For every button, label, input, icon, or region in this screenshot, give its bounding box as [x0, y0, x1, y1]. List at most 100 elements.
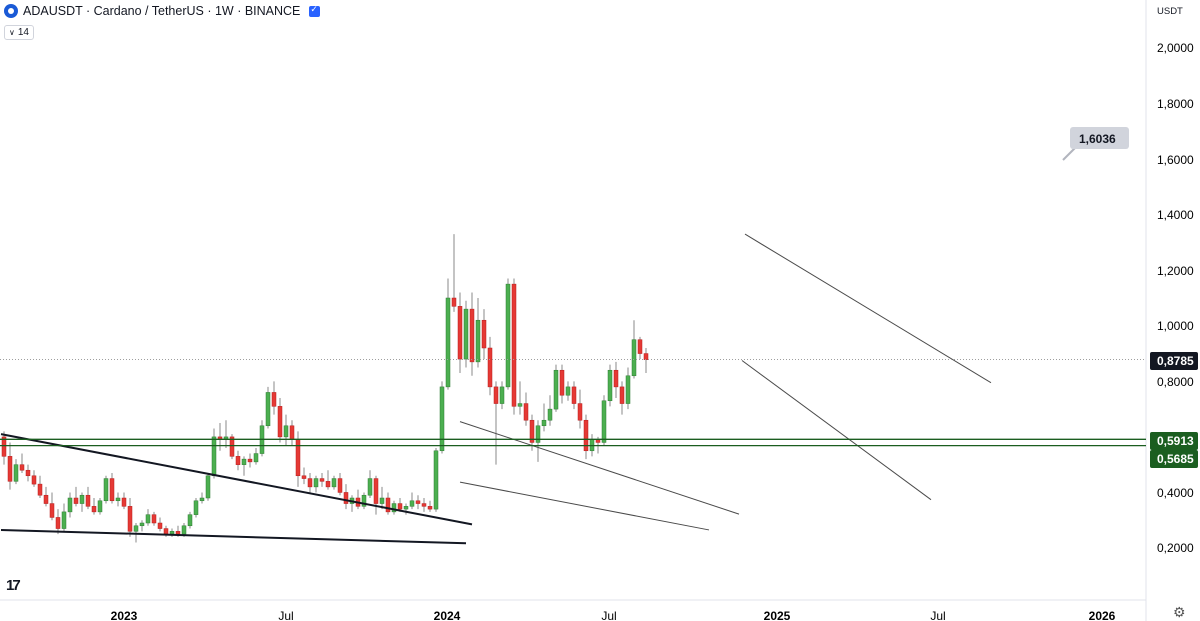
candle-body	[415, 500, 421, 504]
candle	[133, 523, 139, 543]
y-tick: 1,4000	[1157, 208, 1194, 222]
candle-body	[385, 497, 391, 513]
candle	[391, 500, 397, 515]
trendline[interactable]	[744, 233, 992, 384]
x-tick: Jul	[930, 609, 945, 621]
candle-body	[403, 506, 409, 510]
candle-body	[103, 478, 109, 502]
candle	[577, 389, 583, 429]
candle	[337, 473, 343, 496]
candle-body	[565, 386, 571, 396]
candle-body	[523, 403, 529, 421]
candle	[517, 381, 523, 415]
candle-body	[61, 511, 67, 529]
candle-body	[205, 475, 211, 499]
candle	[1, 431, 7, 465]
candle	[85, 486, 91, 510]
candle	[343, 484, 349, 510]
candle	[247, 453, 253, 468]
candle	[541, 403, 547, 432]
candle	[535, 420, 541, 462]
candle-body	[559, 369, 565, 396]
candle	[241, 456, 247, 476]
candle-body	[493, 386, 499, 404]
candle-body	[433, 450, 439, 510]
candle	[331, 475, 337, 490]
candle-body	[121, 497, 127, 507]
candle-body	[289, 425, 295, 440]
candle-body	[193, 500, 199, 515]
candle	[457, 292, 463, 373]
candle	[451, 234, 457, 312]
candle	[61, 503, 67, 532]
candle	[637, 336, 643, 360]
candle-body	[475, 319, 481, 363]
candle-body	[211, 436, 217, 477]
candle-body	[613, 369, 619, 388]
candle-body	[85, 494, 91, 507]
trendline[interactable]	[0, 433, 473, 526]
cardano-logo-icon	[4, 4, 18, 18]
candle	[523, 392, 529, 426]
candle	[73, 486, 79, 507]
y-tick: 1,8000	[1157, 97, 1194, 111]
candle	[433, 448, 439, 512]
candle	[139, 520, 145, 532]
symbol-header[interactable]: ADAUSDT · Cardano / TetherUS · 1W · BINA…	[4, 4, 321, 18]
candle-body	[409, 500, 415, 507]
indicator-toggle[interactable]: ∨ 14	[4, 25, 34, 40]
candle-body	[187, 514, 193, 527]
candle	[463, 300, 469, 368]
candle	[223, 420, 229, 448]
candle-body	[505, 283, 511, 388]
candle	[199, 492, 205, 504]
candle-body	[337, 478, 343, 493]
candle-body	[7, 456, 13, 482]
candle-body	[109, 478, 115, 502]
support-label-upper-bg	[1150, 432, 1198, 450]
candle-body	[445, 297, 451, 388]
candle-body	[571, 386, 577, 404]
candle	[565, 381, 571, 401]
candle-body	[421, 503, 427, 507]
candle-body	[607, 369, 613, 402]
candle-body	[199, 497, 205, 502]
last-price-label: 0,8785	[1157, 354, 1194, 368]
candle	[625, 367, 631, 410]
x-tick: 2023	[111, 609, 138, 621]
candle	[25, 464, 31, 482]
candle-body	[343, 492, 349, 504]
candle-body	[265, 392, 271, 427]
candle-body	[469, 308, 475, 363]
candle	[559, 364, 565, 404]
candle-body	[463, 308, 469, 360]
trendline[interactable]	[459, 421, 740, 515]
candle-body	[457, 306, 463, 360]
candles-layer	[1, 234, 649, 543]
candle	[115, 492, 121, 507]
target-callout[interactable]: 1,6036	[1062, 127, 1129, 161]
y-tick: 2,0000	[1157, 41, 1194, 55]
trendline[interactable]	[459, 481, 710, 531]
candle	[103, 475, 109, 504]
candle-body	[487, 347, 493, 388]
candle-body	[247, 458, 253, 463]
candle-body	[427, 506, 433, 510]
candle	[361, 492, 367, 510]
candle-body	[625, 375, 631, 404]
candle-body	[511, 283, 517, 407]
trendline[interactable]	[741, 360, 932, 501]
candle-body	[547, 408, 553, 421]
candle	[439, 381, 445, 454]
candle	[7, 442, 13, 490]
candle-body	[541, 419, 547, 427]
indicator-count: 14	[17, 27, 29, 38]
y-tick: 1,6000	[1157, 153, 1194, 167]
trendline[interactable]	[0, 528, 467, 545]
candle-body	[91, 506, 97, 513]
candle-body	[301, 475, 307, 479]
candle	[445, 278, 451, 390]
settings-gear-icon[interactable]: ⚙	[1173, 604, 1186, 620]
candle	[235, 450, 241, 471]
